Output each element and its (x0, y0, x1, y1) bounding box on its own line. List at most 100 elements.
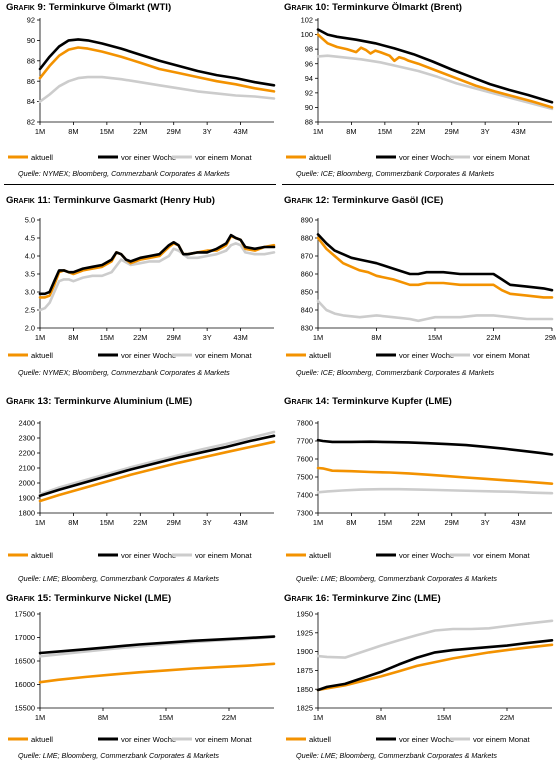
y-tick-label: 1800 (19, 509, 35, 518)
legend-label-aktuell: aktuell (31, 735, 53, 744)
y-tick-label: 100 (301, 30, 313, 39)
series-line-monat (316, 54, 554, 111)
x-tick-label: 15M (378, 127, 392, 136)
chart-plot: 830 840 850 860 870 880 890 1M 8M 15M 22M 29M aktuel… (286, 216, 556, 360)
y-tick-label: 16000 (14, 680, 35, 689)
legend-label-woche: vor einer Woche (121, 735, 176, 744)
legend-label-monat: vor einem Monat (195, 551, 252, 560)
chart-panel-g9: Grafik 9: Terminkurve Ölmarkt (WTI) 82 84… (4, 0, 276, 186)
x-tick-label: 29M (445, 518, 459, 527)
legend-label-aktuell: aktuell (309, 551, 331, 560)
legend-label-woche: vor einer Woche (121, 551, 176, 560)
x-tick-label: 8M (98, 713, 108, 722)
y-tick-label: 86 (27, 77, 35, 86)
series-line-aktuell (316, 466, 554, 485)
y-tick-label: 82 (27, 118, 35, 127)
chart-source: Quelle: NYMEX; Bloomberg, Commerzbank Co… (18, 368, 230, 377)
y-tick-label: 2.5 (25, 306, 35, 315)
y-tick-label: 4.5 (25, 234, 35, 243)
y-tick-label: 7700 (297, 437, 313, 446)
series-line-woche (38, 434, 276, 498)
legend-label-monat: vor einem Monat (473, 551, 530, 560)
y-tick-label: 890 (301, 216, 313, 225)
legend-label-monat: vor einem Monat (195, 735, 252, 744)
chart-title: Grafik 9: Terminkurve Ölmarkt (WTI) (6, 2, 172, 13)
legend-label-woche: vor einer Woche (399, 735, 454, 744)
y-tick-label: 850 (301, 288, 313, 297)
y-tick-label: 84 (27, 97, 35, 106)
legend-label-woche: vor einer Woche (121, 153, 176, 162)
x-tick-label: 43M (511, 127, 525, 136)
y-tick-label: 2200 (19, 449, 35, 458)
y-tick-label: 2400 (19, 419, 35, 428)
y-tick-label: 92 (305, 88, 313, 97)
y-tick-label: 3.0 (25, 288, 35, 297)
y-tick-label: 1850 (297, 685, 313, 694)
x-tick-label: 29M (445, 127, 459, 136)
x-tick-label: 1M (313, 333, 323, 342)
series-line-aktuell (38, 46, 276, 93)
x-tick-label: 3Y (203, 127, 212, 136)
chart-panel-g11: Grafik 11: Terminkurve Gasmarkt (Henry H… (4, 193, 276, 379)
chart-title: Grafik 16: Terminkurve Zinc (LME) (284, 593, 441, 604)
x-tick-label: 22M (486, 333, 500, 342)
series-line-monat (38, 430, 276, 496)
series-line-aktuell (38, 440, 276, 503)
legend-label-woche: vor einer Woche (399, 351, 454, 360)
series-line-monat (38, 242, 276, 312)
x-tick-label: 1M (35, 333, 45, 342)
series-line-woche (38, 233, 276, 296)
x-tick-label: 8M (376, 713, 386, 722)
x-tick-label: 8M (371, 333, 381, 342)
y-tick-label: 2000 (19, 479, 35, 488)
series-line-aktuell (38, 662, 276, 684)
x-tick-label: 29M (545, 333, 556, 342)
x-tick-label: 8M (68, 333, 78, 342)
chart-source: Quelle: ICE; Bloomberg, Commerzbank Corp… (296, 368, 495, 377)
x-tick-label: 15M (437, 713, 451, 722)
y-tick-label: 1900 (19, 494, 35, 503)
chart-source: Quelle: LME; Bloomberg, Commerzbank Corp… (296, 751, 497, 760)
x-tick-label: 43M (233, 518, 247, 527)
y-tick-label: 1900 (297, 647, 313, 656)
x-tick-label: 8M (68, 518, 78, 527)
y-tick-label: 5.0 (25, 216, 35, 225)
chart-plot: 7300 7400 7500 7600 7700 7800 1M 8M 15M 22M 29M 3Y 4… (286, 419, 554, 560)
chart-source: Quelle: LME; Bloomberg, Commerzbank Corp… (296, 574, 497, 583)
y-tick-label: 1950 (297, 610, 313, 619)
chart-panel-g12: Grafik 12: Terminkurve Gasöl (ICE) 830 84… (282, 193, 556, 379)
chart-plot: 88 90 92 94 96 98 100 102 1M 8M 15M 22M 29M 3Y 43M aktu… (286, 16, 554, 162)
y-tick-label: 90 (305, 103, 313, 112)
chart-source: Quelle: NYMEX; Bloomberg, Commerzbank Co… (18, 169, 230, 178)
y-tick-label: 2300 (19, 434, 35, 443)
y-tick-label: 92 (27, 16, 35, 25)
chart-title: Grafik 14: Terminkurve Kupfer (LME) (284, 396, 452, 407)
legend-label-woche: vor einer Woche (399, 153, 454, 162)
x-tick-label: 3Y (203, 333, 212, 342)
x-tick-label: 15M (428, 333, 442, 342)
x-tick-label: 8M (346, 127, 356, 136)
series-line-woche (316, 28, 554, 104)
y-tick-label: 2.0 (25, 324, 35, 333)
legend-label-aktuell: aktuell (31, 351, 53, 360)
series-line-monat (38, 635, 276, 658)
legend-label-woche: vor einer Woche (399, 551, 454, 560)
x-tick-label: 15M (159, 713, 173, 722)
x-tick-label: 3Y (203, 518, 212, 527)
x-tick-label: 43M (511, 518, 525, 527)
x-tick-label: 1M (35, 127, 45, 136)
x-tick-label: 1M (313, 127, 323, 136)
x-tick-label: 1M (313, 713, 323, 722)
x-tick-label: 43M (233, 333, 247, 342)
chart-plot: 2.0 2.5 3.0 3.5 4.0 4.5 5.0 1M 8M 15M 22M 29M 3Y 43M a… (8, 216, 276, 360)
y-tick-label: 1925 (297, 628, 313, 637)
chart-panel-g13: Grafik 13: Terminkurve Aluminium (LME) 1… (4, 394, 276, 583)
x-tick-label: 29M (167, 333, 181, 342)
divider (4, 184, 276, 185)
chart-plot: 15500 16000 16500 17000 17500 1M 8M 15M 22M aktue… (8, 610, 276, 744)
y-tick-label: 3.5 (25, 270, 35, 279)
legend-label-monat: vor einem Monat (473, 735, 530, 744)
chart-plot: 1825 1850 1875 1900 1925 1950 1M 8M 15M 22M aktuel… (286, 610, 554, 744)
legend-label-aktuell: aktuell (31, 551, 53, 560)
y-tick-label: 1825 (297, 704, 313, 713)
